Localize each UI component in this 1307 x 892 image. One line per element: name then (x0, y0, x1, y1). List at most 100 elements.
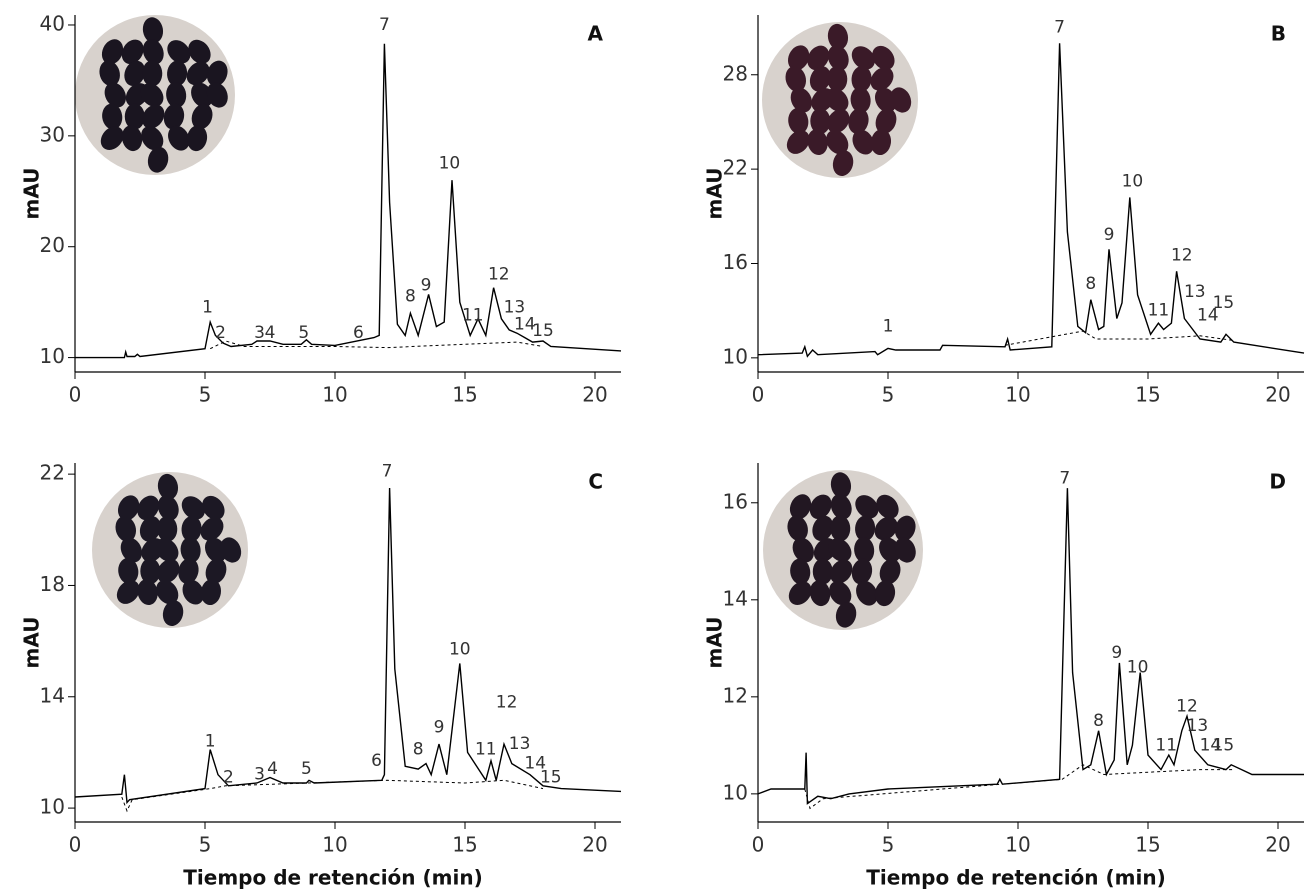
kernel (832, 150, 854, 177)
peak-label: 11 (462, 305, 484, 325)
kernel (827, 23, 849, 50)
kernel (851, 65, 872, 92)
x-tick-label: 15 (1135, 383, 1160, 407)
x-tick-label: 0 (752, 833, 765, 857)
baseline (121, 779, 544, 813)
kernel (870, 129, 892, 156)
kernel (205, 558, 227, 584)
x-tick-label: 0 (69, 383, 82, 407)
peak-label: 9 (434, 717, 445, 737)
peak-label: 2 (215, 323, 226, 343)
peak-label: 1 (883, 316, 894, 336)
kernel (186, 125, 208, 152)
kernel (157, 473, 179, 500)
kernel (875, 108, 897, 134)
kernel (188, 39, 211, 64)
kernel (789, 494, 812, 520)
kernel (162, 600, 184, 627)
kernel (101, 39, 124, 65)
y-tick-label: 28 (723, 61, 748, 85)
peak-label: 11 (475, 740, 497, 760)
kernel (142, 39, 164, 65)
kernel (854, 537, 875, 563)
peak-label: 5 (298, 323, 309, 343)
kernel (870, 67, 894, 91)
x-tick-label: 15 (452, 383, 477, 407)
kernel (809, 494, 832, 520)
kernel (121, 125, 143, 152)
peak-label: 12 (496, 692, 518, 712)
peak-label: 14 (1197, 305, 1219, 325)
kernel (104, 82, 127, 108)
peak-label: 13 (1184, 282, 1206, 302)
kernel (830, 515, 851, 542)
y-tick-label: 12 (723, 683, 748, 707)
kernel (855, 495, 879, 519)
peak-label: 12 (1176, 697, 1198, 717)
peak-label: 13 (1187, 716, 1209, 736)
peak-label: 9 (421, 276, 432, 296)
trace (757, 43, 1305, 358)
peak-label: 1 (205, 731, 216, 751)
peak-label: 10 (449, 639, 471, 659)
kernel (894, 515, 916, 542)
kernel (851, 46, 875, 70)
x-tick-label: 20 (582, 833, 607, 857)
baseline (209, 340, 544, 350)
kernel (116, 580, 140, 604)
kernel (115, 516, 137, 542)
x-tick-label: 15 (452, 833, 477, 857)
y-tick-label: 10 (723, 780, 748, 804)
kernel (879, 537, 901, 563)
peak-label: 15 (532, 321, 554, 341)
baseline (804, 764, 1234, 810)
kernel (178, 558, 199, 584)
peak-label: 14 (524, 754, 546, 774)
kernel (156, 580, 179, 605)
kernel (141, 126, 164, 151)
kernel (157, 515, 178, 542)
kernel (140, 558, 161, 585)
trace (75, 43, 622, 359)
kernel (121, 39, 144, 65)
peak-label: 13 (504, 298, 526, 318)
kernel (852, 129, 874, 155)
peak-label: 7 (1059, 469, 1070, 489)
x-tick-label: 0 (752, 383, 765, 407)
kernel (807, 129, 828, 156)
peak-label: 14 (1200, 735, 1222, 755)
kernel (830, 472, 852, 499)
x-tick-label: 15 (1135, 833, 1160, 857)
kernel (790, 558, 811, 585)
kernel (874, 580, 896, 607)
kernel (100, 126, 124, 151)
kernel (163, 103, 185, 130)
y-tick-label: 14 (723, 586, 748, 610)
kernel (787, 515, 808, 542)
y-axis-label: mAU (703, 168, 727, 220)
x-tick-label: 5 (882, 383, 895, 407)
peak-label: 8 (413, 740, 424, 760)
peak-label: 10 (1127, 658, 1149, 678)
kernel (182, 579, 204, 605)
y-tick-label: 10 (40, 795, 65, 819)
x-tick-label: 10 (322, 383, 347, 407)
kernel (827, 109, 850, 134)
kernel (788, 581, 812, 606)
kernel (137, 579, 158, 606)
kernel (848, 108, 869, 134)
kernel (186, 61, 210, 86)
peak-label: 6 (353, 323, 364, 343)
kernel (809, 66, 831, 92)
kernel (191, 103, 213, 130)
kernel (120, 537, 143, 563)
kernel (786, 130, 810, 154)
kernel (139, 516, 161, 542)
kernel (830, 494, 852, 520)
x-tick-label: 10 (1005, 833, 1030, 857)
y-tick-label: 22 (40, 461, 65, 485)
kernel (827, 65, 848, 92)
kernel (879, 558, 901, 585)
kernel (142, 17, 164, 44)
